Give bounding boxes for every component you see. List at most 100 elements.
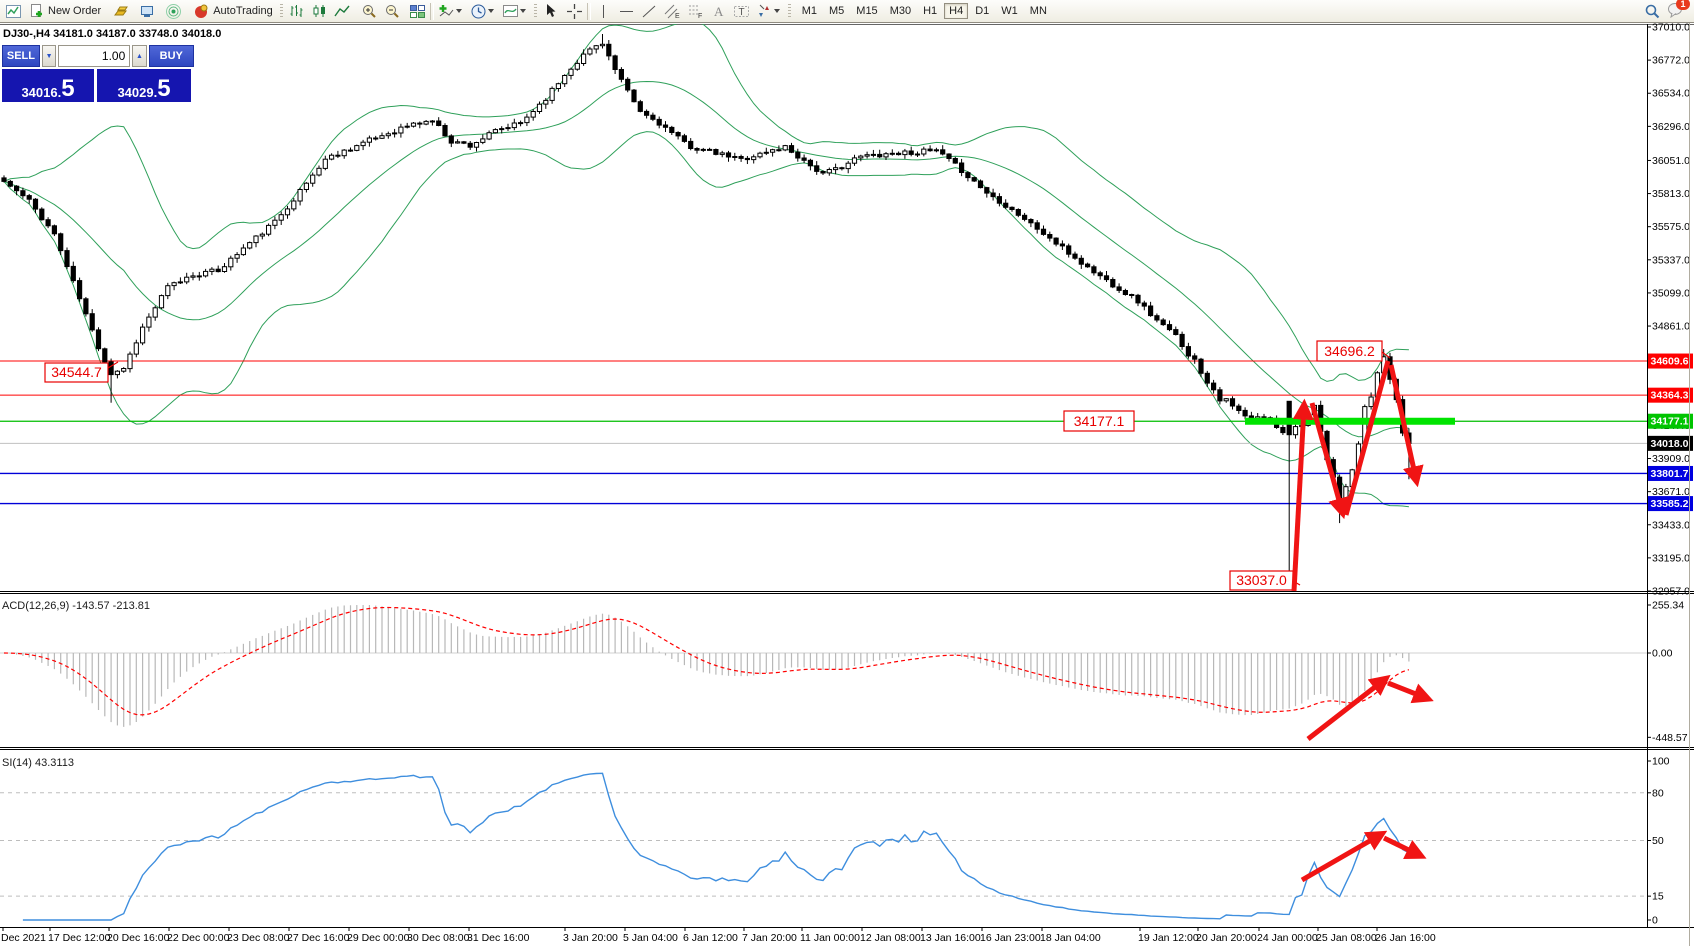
vline-icon[interactable]: [595, 3, 612, 20]
indicators-icon[interactable]: [438, 3, 455, 20]
toolbar-separator: [429, 2, 434, 20]
callout-box: [1063, 410, 1135, 432]
sell-price-small: 34016.: [21, 85, 62, 100]
template-dropdown-caret[interactable]: [519, 9, 526, 13]
period-dropdown-caret[interactable]: [487, 9, 494, 13]
volume-decrease-button[interactable]: ▼: [41, 45, 57, 67]
gold-icon[interactable]: [113, 3, 130, 20]
signal-icon[interactable]: [165, 3, 182, 20]
line-chart-icon[interactable]: [334, 3, 351, 20]
timeframe-button-D1[interactable]: D1: [975, 5, 990, 17]
rsi-tick: 100: [1652, 756, 1670, 768]
zoom-out-icon[interactable]: [384, 3, 401, 20]
shapes-icon[interactable]: [756, 3, 773, 20]
trendline-icon[interactable]: [641, 3, 658, 20]
price-tick: 36051.0: [1652, 155, 1690, 167]
svg-text:34544.7: 34544.7: [51, 364, 102, 380]
timeframe-button-W1[interactable]: W1: [1001, 5, 1018, 17]
time-label: 22 Dec 00:00: [167, 932, 230, 944]
zoom-in-icon[interactable]: [361, 3, 378, 20]
cursor-icon[interactable]: [542, 3, 559, 20]
sell-button[interactable]: SELL: [2, 45, 40, 67]
buy-price-small: 34029.: [117, 85, 158, 100]
price-badge: [1648, 413, 1693, 429]
time-label: 29 Dec 00:00: [347, 932, 410, 944]
volume-input[interactable]: 1.00: [58, 45, 131, 67]
timeframe-button-M15[interactable]: M15: [856, 5, 878, 17]
price-tick: 33671.0: [1652, 486, 1690, 498]
timeframe-button-M30[interactable]: M30: [889, 5, 912, 17]
indicators-dropdown-caret[interactable]: [455, 9, 462, 13]
time-label: 18 Jan 04:00: [1040, 932, 1101, 944]
time-label: 7 Jan 20:00: [742, 932, 797, 944]
sell-price-display[interactable]: 34016. 5: [2, 69, 94, 102]
crosshair-icon[interactable]: [566, 3, 583, 20]
macd-pane: ACD(12,26,9) -143.57 -213.81: [0, 600, 1647, 727]
price-tick: 37010.0: [1652, 23, 1690, 34]
channel-icon[interactable]: E: [664, 3, 681, 20]
time-label: 26 Jan 16:00: [1375, 932, 1436, 944]
rsi-label: SI(14) 43.3113: [2, 757, 74, 769]
timeframe-button-M5[interactable]: M5: [829, 5, 845, 17]
time-label: 23 Dec 08:00: [227, 932, 290, 944]
volume-increase-button[interactable]: ▲: [132, 45, 147, 67]
chart-area[interactable]: ACD(12,26,9) -143.57 -213.81 SI(14) 43.31…: [0, 23, 1694, 946]
price-callouts: 34544.7 34696.2 34177.1 33037.0: [44, 340, 1391, 591]
time-label: 24 Jan 00:00: [1257, 932, 1318, 944]
time-label: 17 Dec 12:00: [48, 932, 111, 944]
price-tick: 33195.0: [1652, 552, 1690, 564]
autotrading-label: AutoTrading: [213, 5, 273, 17]
price-tick: 34861.0: [1652, 321, 1690, 333]
fibonacci-icon[interactable]: F: [687, 3, 704, 20]
price-tick: 32957.0: [1652, 586, 1690, 598]
price-axis[interactable]: 37010.0 36772.0 36534.0 36296.0 36051.0 35813…: [1647, 23, 1693, 927]
time-label: 30 Dec 08:00: [407, 932, 470, 944]
bar-chart-icon[interactable]: [288, 3, 305, 20]
time-label: Dec 2021: [1, 932, 46, 944]
svg-text:33801.7: 33801.7: [1651, 468, 1689, 480]
timeframe-button-H4[interactable]: H4: [944, 3, 969, 19]
price-tick: 35813.0: [1652, 188, 1690, 200]
time-label: 5 Jan 04:00: [623, 932, 678, 944]
expert-advisors-icon[interactable]: [139, 3, 156, 20]
search-icon[interactable]: [1644, 3, 1661, 20]
timeframe-button-M1[interactable]: M1: [801, 5, 817, 17]
price-badge: [1648, 353, 1693, 369]
svg-text:34364.3: 34364.3: [1651, 390, 1689, 402]
price-tick: 36296.0: [1652, 121, 1690, 133]
autotrading-icon: [193, 3, 210, 20]
candle-chart-icon[interactable]: [311, 3, 328, 20]
new-order-icon: [28, 3, 45, 20]
notification-badge: 1: [1676, 0, 1690, 10]
new-order-button[interactable]: New Order: [26, 2, 103, 21]
time-label: 27 Dec 16:00: [287, 932, 350, 944]
autotrading-button[interactable]: AutoTrading: [191, 2, 275, 21]
template-icon[interactable]: [502, 3, 519, 20]
notifications-button[interactable]: 1: [1667, 0, 1690, 21]
callout-box: [44, 362, 109, 383]
text-icon[interactable]: A: [710, 3, 727, 20]
main-chart-pane: [0, 24, 1694, 580]
time-label: 13 Jan 16:00: [920, 932, 981, 944]
sell-price-large: 5: [61, 75, 75, 102]
rsi-tick: 50: [1652, 835, 1664, 847]
time-label: 20 Jan 20:00: [1196, 932, 1257, 944]
shapes-dropdown-caret[interactable]: [773, 9, 780, 13]
buy-button[interactable]: BUY: [148, 45, 194, 67]
hline-icon[interactable]: [618, 3, 635, 20]
text-label-icon[interactable]: T: [733, 3, 750, 20]
price-badge: [1648, 465, 1693, 481]
annotation-arrows: [1291, 360, 1434, 883]
period-clock-icon[interactable]: [470, 3, 487, 20]
svg-text:33585.2: 33585.2: [1651, 498, 1689, 510]
horizontal-level-lines[interactable]: [0, 360, 1647, 505]
timeframe-button-H1[interactable]: H1: [923, 5, 938, 17]
svg-text:34018.0: 34018.0: [1651, 438, 1689, 450]
tile-windows-icon[interactable]: [409, 3, 426, 20]
price-tick: 36772.0: [1652, 55, 1690, 67]
buy-price-display[interactable]: 34029. 5: [97, 69, 191, 102]
rsi-pane: SI(14) 43.3113: [0, 757, 1647, 921]
chart-window-icon[interactable]: [5, 3, 22, 20]
timeframe-button-MN[interactable]: MN: [1029, 5, 1047, 17]
